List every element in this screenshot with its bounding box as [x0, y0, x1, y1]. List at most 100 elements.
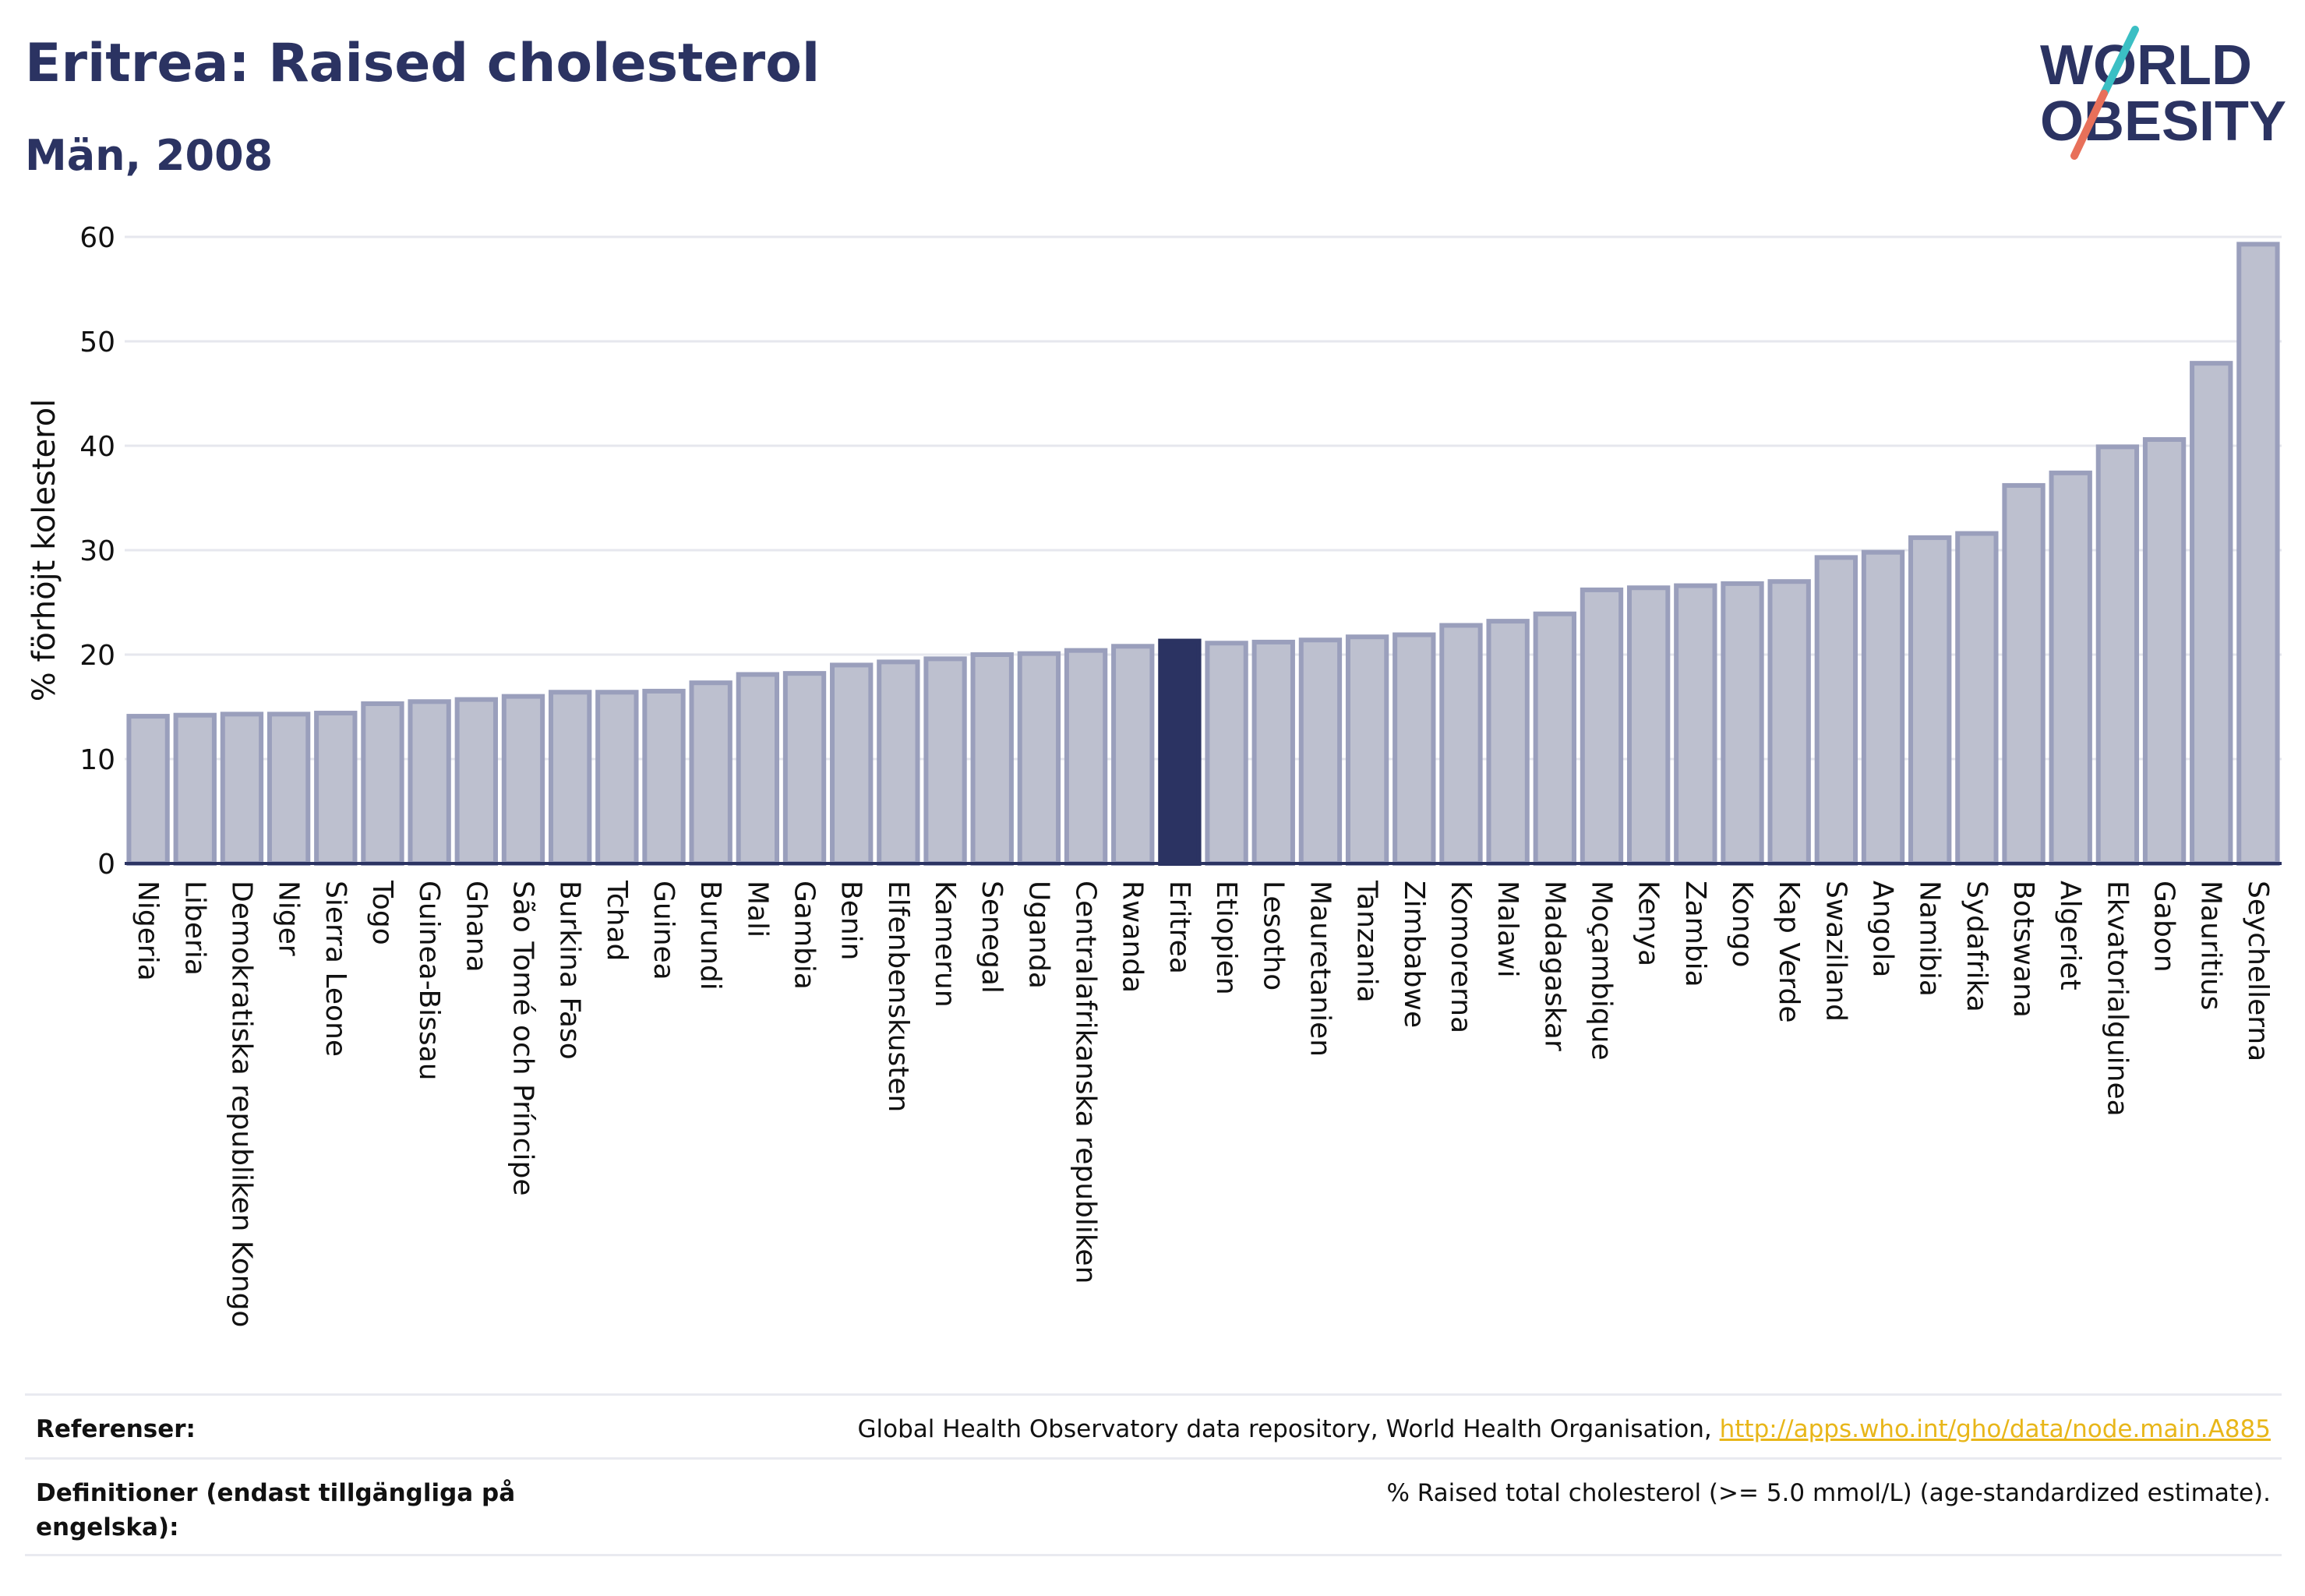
bar: [2095, 444, 2140, 866]
x-tick-label: Rwanda: [1117, 881, 1149, 993]
footer-divider: [25, 1393, 2282, 1396]
bar: [1439, 623, 1483, 866]
bar: [454, 697, 498, 866]
bar: [267, 711, 311, 866]
bar: [830, 662, 874, 867]
y-tick-label: 50: [79, 327, 115, 358]
x-tick-label: Tanzania: [1351, 880, 1383, 1003]
bar: [1814, 555, 1858, 866]
x-tick-label: Senegal: [976, 881, 1008, 994]
x-tick-label: Burkina Faso: [554, 881, 586, 1060]
bar: [361, 701, 404, 866]
y-tick-label: 30: [79, 535, 115, 567]
bar: [2142, 436, 2187, 866]
bar: [501, 694, 545, 866]
bar: [736, 672, 780, 867]
x-tick-label: Kap Verde: [1773, 881, 1805, 1022]
x-tick-label: Seychellerna: [2242, 881, 2274, 1061]
bar: [2002, 482, 2046, 866]
x-tick-label: Guinea-Bissau: [413, 881, 445, 1081]
x-tick-label: Angola: [1867, 881, 1899, 977]
bar: [642, 688, 686, 867]
bar: [408, 699, 451, 866]
x-tick-label: Niger: [273, 881, 305, 956]
x-tick-label: Namibia: [1914, 881, 1946, 997]
x-tick-label: Burundi: [694, 881, 726, 990]
footer-divider: [25, 1457, 2282, 1460]
x-tick-label: Ghana: [460, 881, 492, 973]
bar: [1767, 579, 1811, 866]
bar: [1908, 535, 1952, 866]
bar: [1298, 637, 1343, 866]
x-tick-label: Ekvatorialguinea: [2101, 881, 2133, 1117]
x-tick-label: Centralafrikanska republiken: [1070, 881, 1102, 1284]
bar-highlight: [1158, 638, 1202, 867]
definitions-label: Definitioner (endast tillgängliga på eng…: [36, 1479, 516, 1541]
y-tick-label: 0: [97, 849, 115, 881]
x-tick-label: Swaziland: [1820, 881, 1851, 1022]
x-tick-label: Etiopien: [1210, 881, 1242, 995]
x-tick-label: Demokratiska republiken Kongo: [225, 881, 257, 1327]
bar: [2236, 242, 2280, 866]
bar: [1674, 583, 1717, 866]
bar: [1861, 549, 1905, 866]
bar: [595, 690, 639, 866]
x-tick-label: Algeriet: [2054, 881, 2086, 990]
references-link[interactable]: http://apps.who.int/gho/data/node.main.A…: [1719, 1415, 2271, 1443]
bar: [1955, 531, 1999, 866]
bar: [1533, 611, 1576, 866]
bar: [2049, 470, 2092, 867]
x-tick-label: Uganda: [1022, 881, 1054, 989]
x-tick-label: Mauretanien: [1304, 881, 1336, 1057]
x-tick-label: Nigeria: [132, 881, 164, 981]
bar: [1251, 639, 1295, 866]
bar: [1626, 585, 1671, 866]
x-tick-label: Gambia: [789, 881, 821, 990]
bar: [1064, 648, 1108, 866]
x-tick-label: Kenya: [1633, 881, 1664, 966]
x-tick-label: Sydafrika: [1961, 881, 1993, 1012]
x-tick-label: Tchad: [601, 880, 633, 961]
x-tick-label: Lesotho: [1257, 881, 1289, 990]
x-tick-label: Mauritius: [2195, 881, 2227, 1010]
y-tick-label: 40: [79, 431, 115, 463]
x-tick-label: Kongo: [1726, 881, 1758, 968]
bar: [1111, 644, 1155, 867]
bar: [173, 712, 217, 866]
bar: [689, 680, 732, 866]
bar: [2190, 361, 2233, 866]
bar: [548, 690, 592, 866]
y-tick-label: 60: [79, 222, 115, 254]
references-label: Referenser:: [36, 1415, 196, 1443]
logo-line1: WORLD: [2040, 34, 2252, 97]
bar: [970, 652, 1014, 866]
y-tick-label: 10: [79, 744, 115, 776]
x-tick-label: Mali: [741, 881, 773, 937]
footer-divider: [25, 1554, 2282, 1556]
chart-title: Eritrea: Raised cholesterol: [25, 33, 821, 94]
logo-red-stroke: [2070, 90, 2108, 160]
bar: [1017, 651, 1061, 866]
x-tick-label: Liberia: [178, 881, 210, 976]
bar: [314, 711, 358, 866]
bar: [877, 659, 920, 866]
x-tick-label: Kamerun: [929, 881, 961, 1008]
x-tick-label: Madagaskar: [1538, 881, 1570, 1051]
x-tick-label: Guinea: [648, 881, 679, 980]
x-tick-label: Zimbabwe: [1398, 881, 1430, 1028]
bar-chart: 0 10 20 30 40 50 60 % förhöjt kolesterol Nigeria…: [26, 222, 2282, 1327]
bar: [1345, 634, 1389, 866]
references-text: Global Health Observatory data repositor…: [858, 1412, 2271, 1446]
bar: [782, 671, 827, 866]
x-tick-label: Togo: [366, 880, 398, 945]
x-tick-label: São Tomé och Príncipe: [507, 881, 538, 1196]
x-tick-label: Gabon: [2148, 881, 2180, 973]
definitions-text: % Raised total cholesterol (>= 5.0 mmol/…: [1386, 1479, 2271, 1507]
bar: [220, 711, 264, 866]
references-source: Global Health Observatory data repositor…: [857, 1415, 1720, 1443]
x-tick-label: Komorerna: [1445, 881, 1477, 1033]
bar: [126, 714, 170, 866]
bar: [1486, 619, 1530, 866]
world-obesity-logo: WORLD OBESITY: [2040, 26, 2286, 160]
logo-teal-stroke: [2100, 26, 2139, 97]
